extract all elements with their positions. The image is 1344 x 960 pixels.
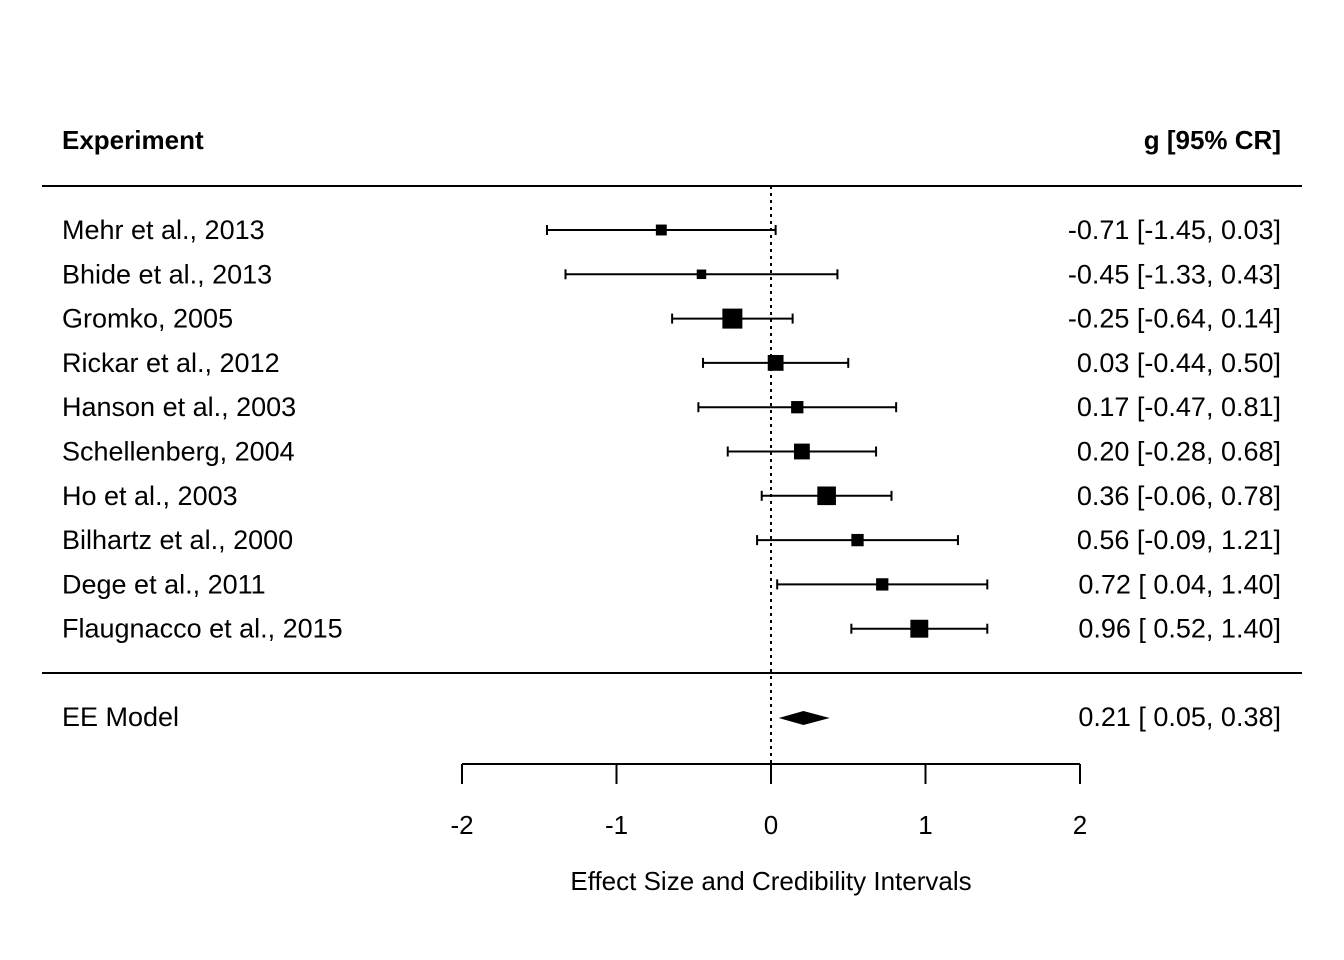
study-name: Flaugnacco et al., 2015 bbox=[62, 614, 343, 644]
tick-label: 0 bbox=[764, 810, 778, 840]
point-estimate bbox=[794, 443, 810, 460]
summary-diamond bbox=[778, 711, 830, 725]
study-name: Gromko, 2005 bbox=[62, 304, 233, 334]
study-estimate-text: 0.03 [-0.44, 0.50] bbox=[1077, 348, 1281, 378]
study-name: Bilhartz et al., 2000 bbox=[62, 525, 293, 555]
study-row: Ho et al., 2003 0.36 [-0.06, 0.78] bbox=[62, 481, 1281, 511]
study-row: Dege et al., 2011 0.72 [ 0.04, 1.40] bbox=[62, 569, 1281, 599]
summary-name: EE Model bbox=[62, 702, 179, 732]
summary-estimate-text: 0.21 [ 0.05, 0.38] bbox=[1078, 702, 1281, 732]
summary-row: EE Model 0.21 [ 0.05, 0.38] bbox=[62, 702, 1281, 732]
point-estimate bbox=[722, 308, 743, 329]
tick-label: 1 bbox=[918, 810, 932, 840]
study-row: Flaugnacco et al., 2015 0.96 [ 0.52, 1.40… bbox=[62, 614, 1281, 644]
study-name: Dege et al., 2011 bbox=[62, 569, 266, 599]
point-estimate bbox=[910, 619, 929, 638]
study-name: Bhide et al., 2013 bbox=[62, 259, 272, 289]
study-rows: Mehr et al., 2013 -0.71 [-1.45, 0.03] Bhid… bbox=[62, 215, 1281, 644]
study-name: Rickar et al., 2012 bbox=[62, 348, 280, 378]
study-name: Hanson et al., 2003 bbox=[62, 392, 296, 422]
study-row: Mehr et al., 2013 -0.71 [-1.45, 0.03] bbox=[62, 215, 1281, 245]
study-name: Ho et al., 2003 bbox=[62, 481, 238, 511]
study-row: Hanson et al., 2003 0.17 [-0.47, 0.81] bbox=[62, 392, 1281, 422]
tick-label: 2 bbox=[1073, 810, 1087, 840]
point-estimate bbox=[767, 355, 784, 371]
study-row: Gromko, 2005 -0.25 [-0.64, 0.14] bbox=[62, 304, 1281, 334]
study-estimate-text: 0.20 [-0.28, 0.68] bbox=[1077, 437, 1281, 467]
point-estimate bbox=[655, 224, 667, 236]
point-estimate bbox=[851, 533, 864, 547]
study-estimate-text: 0.72 [ 0.04, 1.40] bbox=[1078, 569, 1281, 599]
x-axis: -2 -1 0 1 2 bbox=[450, 763, 1087, 840]
study-name: Mehr et al., 2013 bbox=[62, 215, 265, 245]
study-row: Rickar et al., 2012 0.03 [-0.44, 0.50] bbox=[62, 348, 1281, 378]
study-estimate-text: 0.17 [-0.47, 0.81] bbox=[1077, 392, 1281, 422]
study-estimate-text: 0.36 [-0.06, 0.78] bbox=[1077, 481, 1281, 511]
study-row: Bilhartz et al., 2000 0.56 [-0.09, 1.21] bbox=[62, 525, 1281, 555]
point-estimate bbox=[817, 486, 836, 506]
study-estimate-text: -0.45 [-1.33, 0.43] bbox=[1068, 259, 1281, 289]
study-row: Schellenberg, 2004 0.20 [-0.28, 0.68] bbox=[62, 437, 1281, 467]
study-name: Schellenberg, 2004 bbox=[62, 437, 295, 467]
x-axis-title: Effect Size and Credibility Intervals bbox=[570, 866, 971, 896]
study-estimate-text: 0.96 [ 0.52, 1.40] bbox=[1078, 614, 1281, 644]
study-row: Bhide et al., 2013 -0.45 [-1.33, 0.43] bbox=[62, 259, 1281, 289]
tick-label: -2 bbox=[450, 810, 473, 840]
header-experiment: Experiment bbox=[62, 125, 204, 155]
point-estimate bbox=[791, 401, 804, 414]
study-estimate-text: -0.71 [-1.45, 0.03] bbox=[1068, 215, 1281, 245]
point-estimate bbox=[876, 578, 889, 591]
point-estimate bbox=[696, 269, 707, 280]
study-estimate-text: 0.56 [-0.09, 1.21] bbox=[1077, 525, 1281, 555]
study-estimate-text: -0.25 [-0.64, 0.14] bbox=[1068, 304, 1281, 334]
tick-label: -1 bbox=[605, 810, 628, 840]
header-effect-size: g [95% CR] bbox=[1144, 125, 1281, 155]
